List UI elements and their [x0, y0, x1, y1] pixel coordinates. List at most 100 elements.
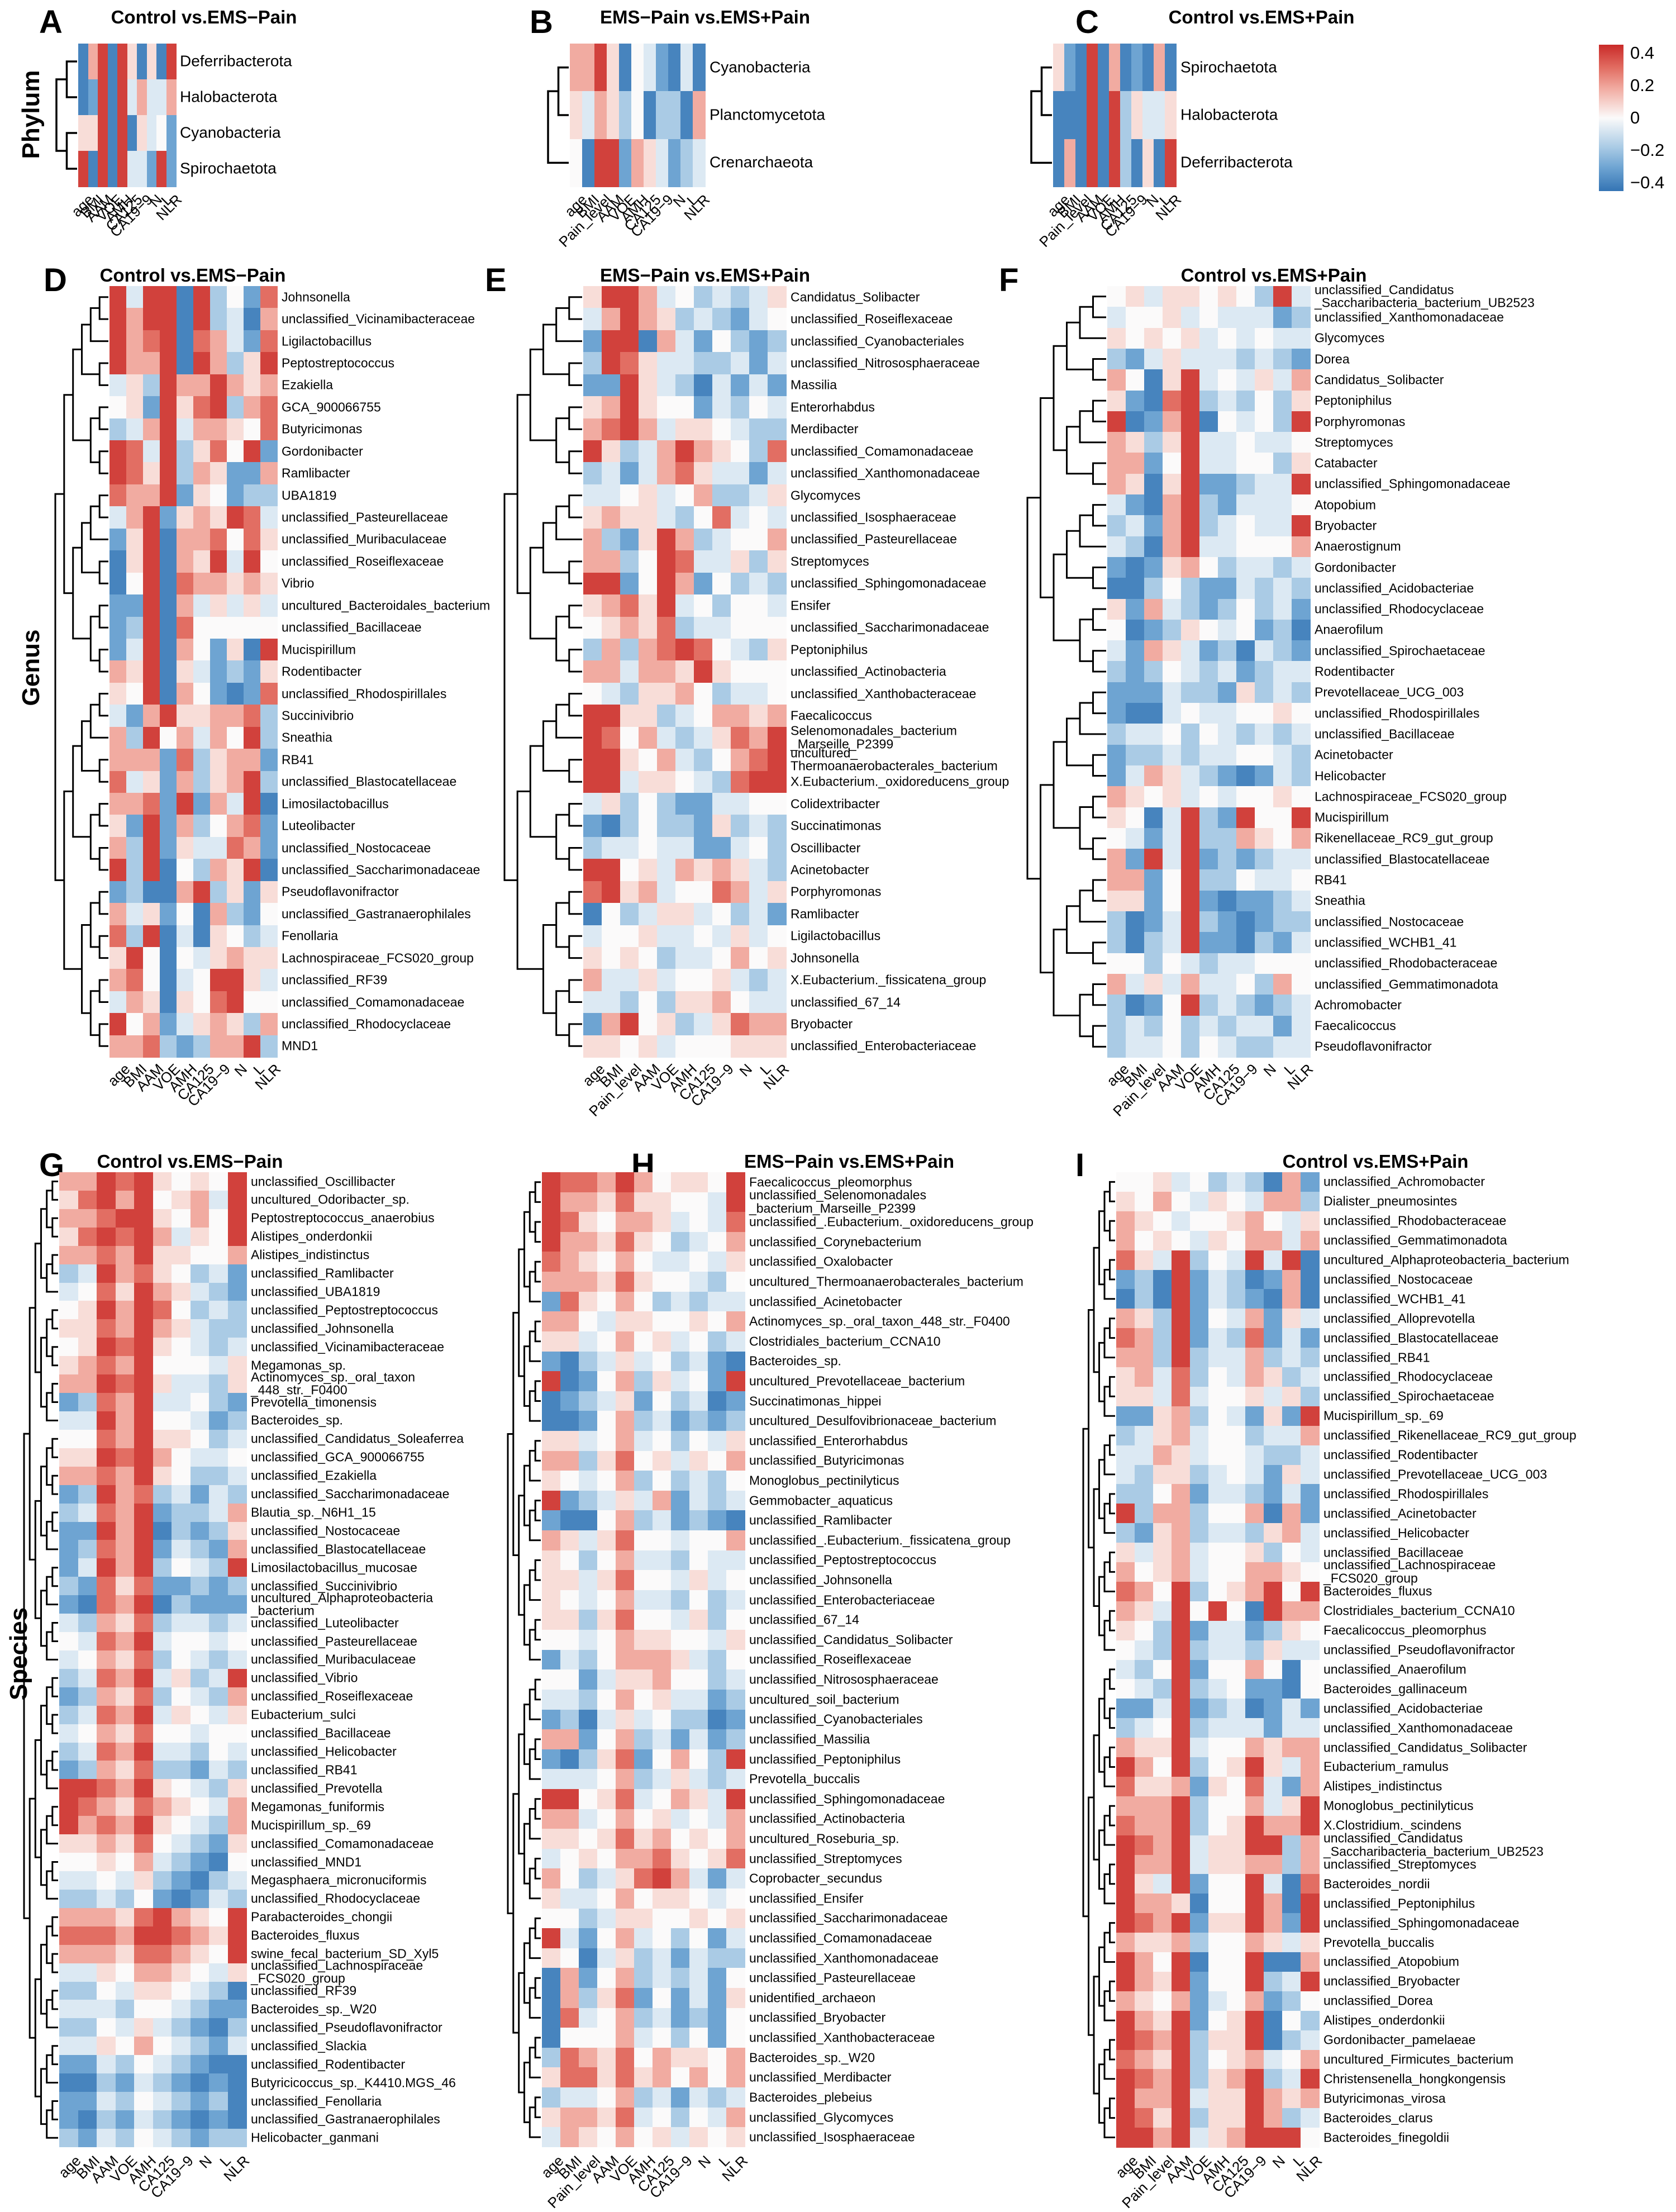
heatmap-cell [1236, 890, 1255, 912]
row-label: Anaerofilum [1315, 622, 1383, 637]
heatmap-cell [1199, 327, 1218, 349]
dendrogram [1026, 296, 1106, 1048]
heatmap-cell [620, 374, 639, 397]
heatmap-cell [172, 1816, 191, 1835]
heatmap-cell [1245, 1581, 1264, 1602]
heatmap-cell [653, 1272, 672, 1292]
heatmap-cell [160, 946, 177, 969]
heatmap-cell [98, 44, 108, 80]
heatmap-cell [1199, 911, 1218, 933]
heatmap-cell [620, 440, 639, 463]
heatmap-cell [671, 2008, 690, 2028]
heatmap-cell [1227, 1250, 1246, 1271]
heatmap-cell [1301, 2089, 1320, 2109]
row-label: unclassified_Muribaculaceae [251, 1652, 416, 1667]
heatmap-cell [542, 1669, 561, 1690]
heatmap-cell [1227, 1854, 1246, 1875]
heatmap-cell [726, 2127, 745, 2148]
heatmap-cell [616, 1689, 635, 1710]
heatmap-cell [1208, 1484, 1227, 1504]
heatmap-cell [639, 330, 658, 353]
heatmap-cell [1107, 786, 1126, 808]
heatmap-cell [227, 2018, 247, 2037]
heatmap-cell [1255, 411, 1274, 432]
heatmap-cell [1181, 953, 1200, 974]
row-label: Clostridiales_bacterium_CCNA10 [1323, 1603, 1515, 1618]
heatmap-cell [1282, 1230, 1301, 1251]
heatmap-cell [1282, 2089, 1301, 2109]
heatmap-cell [657, 528, 676, 551]
row-label: unclassified_Anaerofilum [1323, 1662, 1466, 1677]
heatmap-cell [726, 1450, 745, 1471]
heatmap-cell [1163, 849, 1182, 870]
heatmap-cell [680, 44, 693, 92]
heatmap-cell [209, 1558, 228, 1577]
heatmap-cell [1107, 411, 1126, 432]
heatmap-cell [177, 550, 194, 573]
heatmap-cell [675, 1013, 694, 1036]
heatmap-cell [1190, 2010, 1209, 2031]
heatmap-cell [749, 528, 768, 551]
heatmap-cell [1273, 390, 1292, 412]
row-label: unclassified_Blastocatellaceae [1315, 851, 1490, 867]
heatmap-cell [134, 1742, 154, 1761]
heatmap-cell [1144, 515, 1163, 537]
heatmap-cell [1236, 640, 1255, 662]
heatmap-cell [1208, 2010, 1227, 2031]
heatmap-cell [1135, 1445, 1154, 1466]
heatmap-cell [1208, 1913, 1227, 1933]
heatmap-cell [160, 770, 177, 793]
row-label: Colidextribacter [791, 796, 880, 811]
heatmap-cell [78, 1521, 97, 1540]
row-label: unclassified_Rhodobacteraceae [1323, 1213, 1507, 1228]
heatmap-cell [671, 1371, 690, 1392]
heatmap-cell [134, 1963, 154, 1982]
heatmap-cell [1208, 1328, 1227, 1348]
heatmap-cell [1116, 1679, 1135, 1699]
heatmap-cell [109, 859, 127, 882]
panel-title-i: Control vs.EMS+Pain [1282, 1151, 1469, 1172]
heatmap-cell [675, 991, 694, 1014]
heatmap-cell [1264, 2128, 1283, 2148]
heatmap-cell [616, 1610, 635, 1630]
heatmap-cell [97, 2037, 116, 2056]
heatmap-cell [768, 705, 787, 727]
heatmap-cell [210, 749, 227, 771]
heatmap-cell [190, 1282, 210, 1301]
heatmap-cell [616, 1729, 635, 1750]
heatmap-cell [1301, 1562, 1320, 1582]
heatmap-cell [177, 815, 194, 838]
heatmap-cell [1181, 661, 1200, 683]
heatmap-cell [694, 991, 713, 1014]
heatmap-cell [134, 1190, 154, 1210]
heatmap-cell [210, 660, 227, 683]
heatmap-cell [1181, 890, 1200, 912]
heatmap-cell [671, 1172, 690, 1193]
heatmap-cell [768, 946, 787, 969]
heatmap-cell [59, 1466, 79, 1486]
heatmap-cell [1236, 327, 1255, 349]
heatmap-cell [1153, 1757, 1172, 1777]
heatmap-cell [597, 1291, 616, 1312]
heatmap-cell [1144, 973, 1163, 995]
heatmap-cell [616, 1490, 635, 1511]
heatmap-cell [616, 2107, 635, 2128]
heatmap-cell [768, 726, 787, 749]
heatmap-cell [1245, 1835, 1264, 1856]
row-label: unclassified_Bryobacter [1323, 1973, 1460, 1989]
heatmap-cell [115, 1577, 135, 1596]
heatmap-cell [190, 2018, 210, 2037]
heatmap-cell [115, 1724, 135, 1743]
row-label: unclassified_67_14 [791, 994, 901, 1009]
row-label: X.Eubacterium._oxidoreducens_group [791, 774, 1010, 789]
heatmap-cell [1227, 1718, 1246, 1738]
heatmap-cell [134, 1632, 154, 1651]
heatmap-cell [639, 770, 658, 793]
heatmap-cell [602, 594, 621, 617]
heatmap-cell [731, 374, 750, 397]
heatmap-cell [97, 1614, 116, 1633]
heatmap-cell [1264, 1620, 1283, 1641]
heatmap-cell [172, 1668, 191, 1688]
heatmap-cell [97, 1227, 116, 1247]
heatmap-cell [1264, 1172, 1283, 1192]
